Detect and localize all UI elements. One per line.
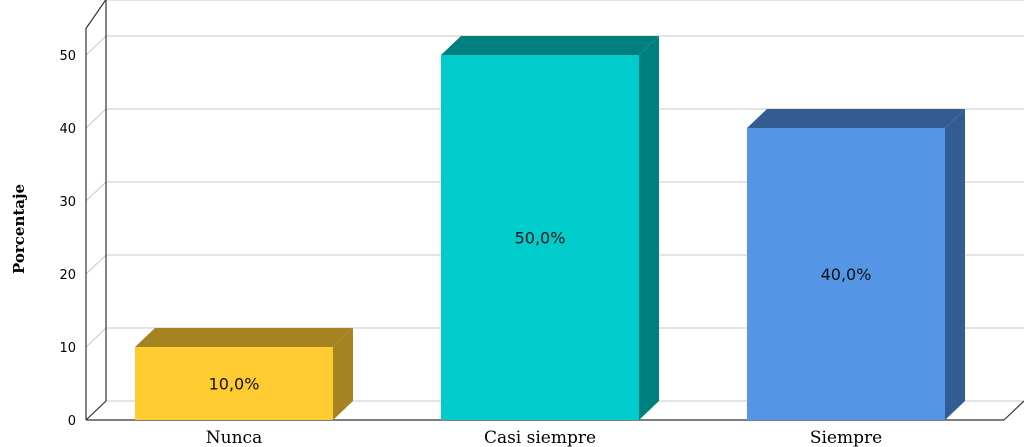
bar-top-face — [441, 36, 659, 55]
data-label: 10,0% — [209, 375, 260, 394]
x-category-label: Nunca — [206, 428, 262, 447]
gridline-side — [85, 35, 107, 56]
bar-side-face — [639, 36, 659, 420]
y-tick-label: 20 — [59, 268, 76, 283]
floor-right-diagonal — [1003, 400, 1024, 421]
gridline-side — [85, 254, 107, 275]
x-category-label: Siempre — [810, 428, 882, 447]
bar-top-face — [747, 109, 965, 128]
y-tick-labels: 0 10 20 30 40 50 — [59, 49, 76, 429]
bar — [441, 55, 639, 420]
data-label: 50,0% — [515, 229, 566, 248]
x-category-labels: Nunca Casi siempre Siempre — [206, 428, 882, 447]
bar — [747, 128, 945, 420]
bar-side-face — [945, 109, 965, 420]
bar-top-face — [135, 328, 353, 347]
bar — [135, 347, 333, 420]
y-tick-label: 40 — [59, 122, 76, 137]
bar-side-face — [333, 328, 353, 420]
floor-left-diagonal — [85, 400, 107, 421]
y-tick-label: 30 — [59, 195, 76, 210]
x-category-label: Casi siempre — [484, 428, 596, 447]
y-tick-label: 10 — [59, 341, 76, 356]
y-axis-top-diagonal — [85, 0, 107, 29]
data-label: 40,0% — [821, 265, 872, 284]
y-tick-label: 0 — [68, 414, 76, 429]
gridline-side — [85, 327, 107, 348]
y-axis-title: Porcentaje — [10, 184, 28, 274]
y-tick-label: 50 — [59, 49, 76, 64]
bars: 10,0% 50,0% 40,0% — [135, 36, 965, 420]
gridline-side — [85, 181, 107, 202]
gridline-side — [85, 108, 107, 129]
